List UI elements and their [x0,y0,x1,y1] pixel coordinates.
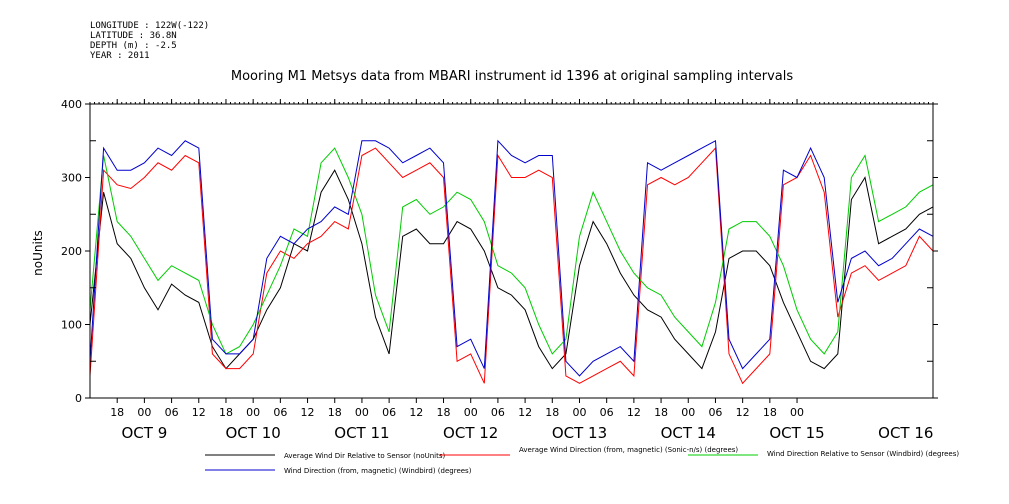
year-label: YEAR : 2011 [90,51,150,61]
legend-label-3: Wind Direction Relative to Sensor (Windb… [767,450,959,458]
x-tick-label: 00 [355,406,369,419]
x-tick-label: 18 [545,406,559,419]
x-day-label: OCT 14 [661,424,716,442]
x-tick-label: 12 [409,406,423,419]
x-day-label: OCT 16 [878,424,933,442]
x-tick-label: 18 [763,406,777,419]
x-axis-ticks: 18 00 06 12 18 00 06 12 18 00 06 12 18 00 06 12 18 00 06 12… [89,99,934,442]
x-tick-label: 00 [572,406,586,419]
x-tick-label: 12 [627,406,641,419]
y-axis-label: noUnits [31,230,45,276]
x-tick-label: 00 [137,406,151,419]
x-day-label: OCT 10 [226,424,281,442]
metadata-block: LONGITUDE : 122W(-122) LATITUDE : 36.8N … [90,21,209,61]
y-axis-ticks: 0 100 200 300 400 [61,98,938,405]
x-day-label: OCT 13 [552,424,607,442]
y-tick-label: 300 [61,172,82,185]
y-tick-label: 100 [61,319,82,332]
series-line-3 [89,147,934,355]
x-day-label: OCT 11 [334,424,389,442]
y-tick-label: 200 [61,245,82,258]
x-tick-label: 00 [790,406,804,419]
legend-label-1: Average Wind Dir Relative to Sensor (noU… [284,452,445,460]
x-tick-label: 06 [382,406,396,419]
x-day-label: OCT 12 [443,424,498,442]
series-line-1 [89,169,934,370]
series-line-4 [89,139,934,377]
y-tick-label: 0 [75,392,82,405]
x-tick-label: 12 [301,406,315,419]
x-tick-label: 00 [246,406,260,419]
depth-label: DEPTH (m) : -2.5 [90,41,177,51]
x-day-label: OCT 9 [122,424,168,442]
x-tick-label: 18 [219,406,233,419]
y-tick-label: 400 [61,98,82,111]
x-tick-label: 18 [654,406,668,419]
x-day-label: OCT 15 [769,424,824,442]
x-tick-label: 06 [708,406,722,419]
x-tick-label: 18 [437,406,451,419]
legend: Average Wind Dir Relative to Sensor (noU… [205,446,959,475]
chart-title: Mooring M1 Metsys data from MBARI instru… [231,69,793,84]
x-tick-label: 06 [165,406,179,419]
legend-label-4: Wind Direction (from, magnetic) (Windbir… [284,467,472,475]
x-tick-label: 12 [518,406,532,419]
plot-lines [89,139,934,385]
x-tick-label: 12 [192,406,206,419]
x-tick-label: 06 [491,406,505,419]
longitude-label: LONGITUDE : 122W(-122) [90,21,210,31]
x-tick-label: 18 [328,406,342,419]
x-tick-label: 06 [273,406,287,419]
series-line-2 [89,146,934,385]
x-tick-label: 18 [110,406,124,419]
x-tick-label: 12 [736,406,750,419]
x-tick-label: 06 [600,406,614,419]
legend-label-2: Average Wind Direction (from, magnetic) … [519,446,738,454]
x-tick-label: 00 [681,406,695,419]
x-tick-label: 00 [464,406,478,419]
latitude-label: LATITUDE : 36.8N [90,31,177,41]
